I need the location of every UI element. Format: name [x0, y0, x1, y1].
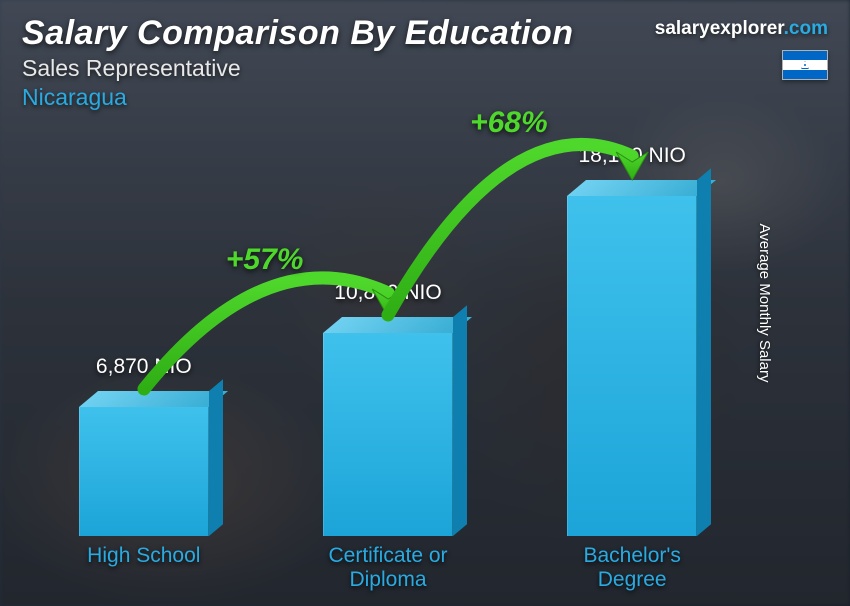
increase-percent-label: +68%	[470, 106, 548, 140]
flag-stripe-bot	[783, 70, 827, 79]
brand-name: salaryexplorer	[655, 18, 784, 39]
flag-stripe-mid	[783, 60, 827, 69]
increase-percent-label: +57%	[226, 243, 304, 277]
country-flag-icon	[782, 50, 828, 80]
y-axis-label: Average Monthly Salary	[756, 224, 773, 383]
bar-category-label: High School	[87, 544, 200, 568]
bar-category-label: Certificate orDiploma	[328, 544, 447, 592]
chart-subtitle: Sales Representative	[22, 55, 828, 82]
bar-category-label: Bachelor'sDegree	[583, 544, 680, 592]
brand-logo: salaryexplorer.com	[655, 18, 828, 40]
bar-side-face	[697, 168, 711, 536]
brand-tld: .com	[784, 18, 828, 39]
flag-stripe-top	[783, 51, 827, 60]
chart-country: Nicaragua	[22, 84, 828, 111]
bar-chart: 6,870 NIOHigh School10,800 NIOCertificat…	[55, 140, 795, 536]
